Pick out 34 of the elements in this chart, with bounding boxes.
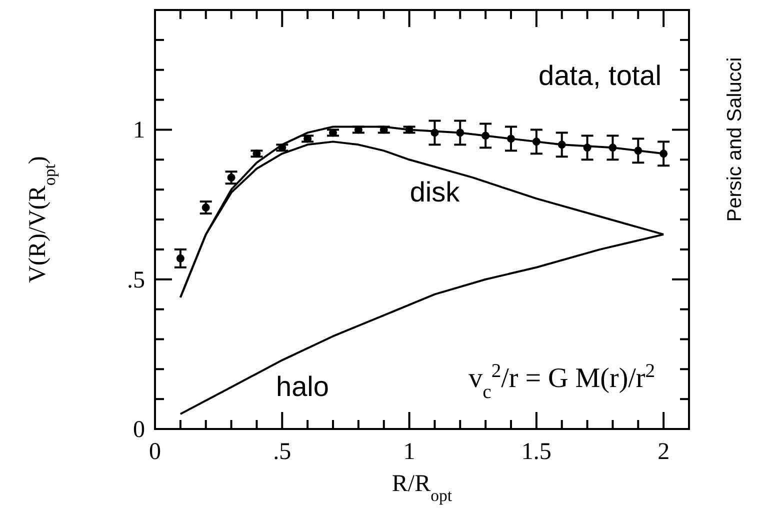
point	[583, 144, 592, 152]
y-tick-label: 0	[133, 417, 145, 443]
point	[380, 126, 388, 134]
point	[329, 128, 337, 137]
y-tick-label: .5	[127, 267, 145, 294]
point	[227, 174, 236, 182]
x-tick-label: 0	[149, 439, 161, 465]
annotation: disk	[410, 176, 461, 208]
text: Persic and Salucci	[724, 57, 746, 222]
point	[278, 144, 286, 152]
point	[354, 126, 362, 134]
point	[456, 128, 464, 137]
annotation: v$_{c}$$^{2}$/r = G M(r)/r$^{2}$	[468, 360, 656, 403]
point	[482, 132, 490, 140]
point	[558, 140, 566, 149]
annotation: data, total	[538, 60, 662, 91]
point	[252, 150, 261, 158]
point	[634, 146, 642, 155]
point	[660, 150, 668, 158]
point	[304, 134, 312, 143]
x-axis-title: R/R$_{opt}$	[392, 471, 452, 504]
point	[202, 204, 210, 212]
y-tick-label: 1	[133, 118, 145, 144]
point	[176, 254, 184, 262]
point	[532, 138, 540, 146]
x-tick-label: .5	[273, 439, 292, 465]
point	[608, 144, 617, 152]
x-tick-label: 1	[403, 439, 416, 465]
x-tick-label: 2	[658, 439, 670, 465]
annotation: halo	[276, 371, 329, 402]
point	[430, 128, 439, 137]
point	[405, 126, 414, 134]
x-tick-label: 1.5	[521, 439, 552, 465]
point	[507, 134, 515, 143]
